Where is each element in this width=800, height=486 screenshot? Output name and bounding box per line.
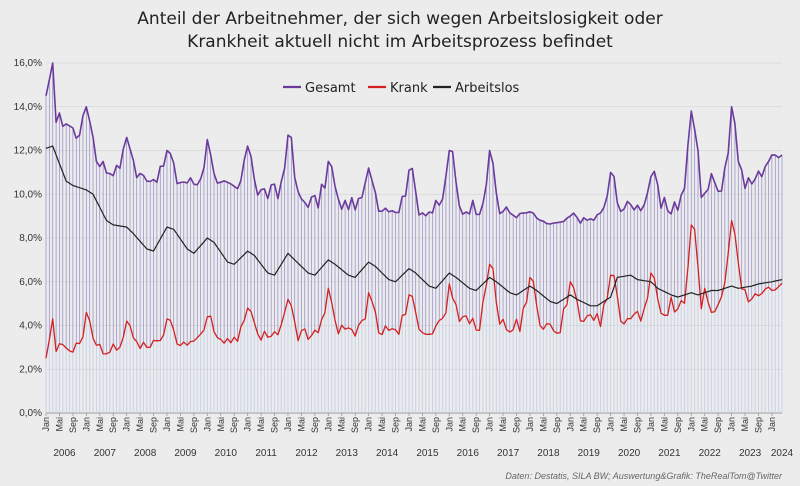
year-label: 2011 (255, 448, 277, 459)
x-tick-label: Mai (740, 417, 750, 432)
source-note: Daten: Destatis, SILA BW; Auswertung&Gra… (505, 471, 783, 481)
x-tick-label: Sep (189, 417, 199, 433)
x-tick-label: Sep (229, 417, 239, 433)
x-tick-label: Mai (135, 417, 145, 432)
y-tick-label: 6,0% (19, 277, 42, 288)
x-tick-label: Sep (391, 417, 401, 433)
x-tick-label: Jan (202, 417, 212, 432)
x-tick-label: Mai (377, 417, 387, 432)
x-tick-label: Sep (471, 417, 481, 433)
y-tick-label: 12,0% (14, 146, 42, 157)
x-tick-label: Mai (337, 417, 347, 432)
x-tick-label: Sep (713, 417, 723, 433)
legend: Gesamt Krank Arbeitslos (283, 81, 520, 96)
x-tick-label: Jan (686, 417, 696, 432)
y-tick-label: 2,0% (19, 364, 42, 375)
series-arbeitslos-line (45, 145, 783, 307)
year-label: 2021 (658, 448, 681, 459)
x-tick-label: Jan (162, 417, 172, 432)
x-tick-label: Jan (444, 417, 454, 432)
series-krank-line (45, 219, 783, 359)
chart-title-line2: Krankheit aktuell nicht im Arbeitsprozes… (187, 32, 613, 52)
y-tick-label: 14,0% (14, 102, 42, 113)
x-tick-label: Mai (659, 417, 669, 432)
x-tick-label: Jan (81, 417, 91, 432)
x-tick-label: Sep (431, 417, 441, 433)
x-tick-label: Jan (767, 417, 777, 432)
fill-lines (45, 63, 783, 413)
x-tick-label: Jan (243, 417, 253, 432)
x-tick-label: Mai (296, 417, 306, 432)
x-tick-label: Mai (538, 417, 548, 432)
year-label: 2013 (336, 448, 359, 459)
series-gesamt-line (45, 62, 783, 225)
x-tick-label: Jan (323, 417, 333, 432)
y-tick-label: 0,0% (19, 408, 42, 419)
x-tick-label: Mai (700, 417, 710, 432)
x-tick-label: Sep (270, 417, 280, 433)
year-label: 2022 (699, 448, 722, 459)
x-axis: Jan Mai Sep Jan Mai Sep Jan Mai Sep Jan Mai Sep Jan M… (41, 413, 794, 459)
chart-title-line1: Anteil der Arbeitnehmer, der sich wegen … (137, 9, 662, 29)
x-tick-label: Mai (498, 417, 508, 432)
y-tick-label: 8,0% (19, 233, 42, 244)
x-tick-label: Jan (404, 417, 414, 432)
legend-label: Krank (390, 81, 428, 96)
x-tick-label: Jan (41, 417, 51, 432)
x-tick-label: Sep (68, 417, 78, 433)
x-tick-label: Jan (727, 417, 737, 432)
legend-label: Arbeitslos (455, 81, 520, 96)
y-tick-label: 16,0% (14, 58, 42, 69)
year-label: 2012 (295, 448, 318, 459)
year-label: 2016 (457, 448, 480, 459)
legend-label: Gesamt (305, 81, 356, 96)
x-tick-label: Sep (632, 417, 642, 433)
x-tick-label: Sep (592, 417, 602, 433)
x-tick-label: Sep (753, 417, 763, 433)
y-axis: 0,0% 2,0% 4,0% 6,0% 8,0% 10,0% 12,0% 14,0% 16,0% (14, 58, 42, 419)
x-tick-label: Mai (54, 417, 64, 432)
series-group (45, 62, 783, 359)
x-tick-label: Jan (485, 417, 495, 432)
x-tick-label: Mai (175, 417, 185, 432)
x-tick-label: Mai (417, 417, 427, 432)
x-tick-label: Sep (108, 417, 118, 433)
x-tick-label: Jan (646, 417, 656, 432)
year-label: 2006 (53, 448, 76, 459)
y-tick-label: 4,0% (19, 321, 42, 332)
x-tick-label: Mai (95, 417, 105, 432)
x-tick-label: Sep (552, 417, 562, 433)
x-tick-label: Mai (256, 417, 266, 432)
year-label: 2007 (94, 448, 117, 459)
x-tick-label: Sep (512, 417, 522, 433)
year-label: 2009 (174, 448, 197, 459)
x-tick-label: Sep (673, 417, 683, 433)
year-label: 2015 (416, 448, 439, 459)
x-tick-label: Jan (606, 417, 616, 432)
x-tick-label: Mai (579, 417, 589, 432)
year-label: 2010 (215, 448, 238, 459)
y-tick-label: 10,0% (14, 189, 42, 200)
year-label: 2020 (618, 448, 641, 459)
year-label: 2014 (376, 448, 399, 459)
x-tick-label: Sep (350, 417, 360, 433)
year-label: 2008 (134, 448, 157, 459)
x-tick-label: Sep (149, 417, 159, 433)
x-tick-label: Jan (525, 417, 535, 432)
x-tick-label: Mai (458, 417, 468, 432)
year-label: 2023 (739, 448, 762, 459)
year-label: 2017 (497, 448, 520, 459)
x-tick-label: Mai (619, 417, 629, 432)
x-tick-label: Sep (310, 417, 320, 433)
x-tick-label: Mai (216, 417, 226, 432)
year-label: 2024 (771, 448, 794, 459)
year-label: 2019 (578, 448, 601, 459)
x-tick-label: Jan (565, 417, 575, 432)
year-label: 2018 (537, 448, 560, 459)
x-tick-label: Jan (364, 417, 374, 432)
grid (46, 62, 782, 414)
x-tick-label: Jan (283, 417, 293, 432)
x-tick-label: Jan (122, 417, 132, 432)
